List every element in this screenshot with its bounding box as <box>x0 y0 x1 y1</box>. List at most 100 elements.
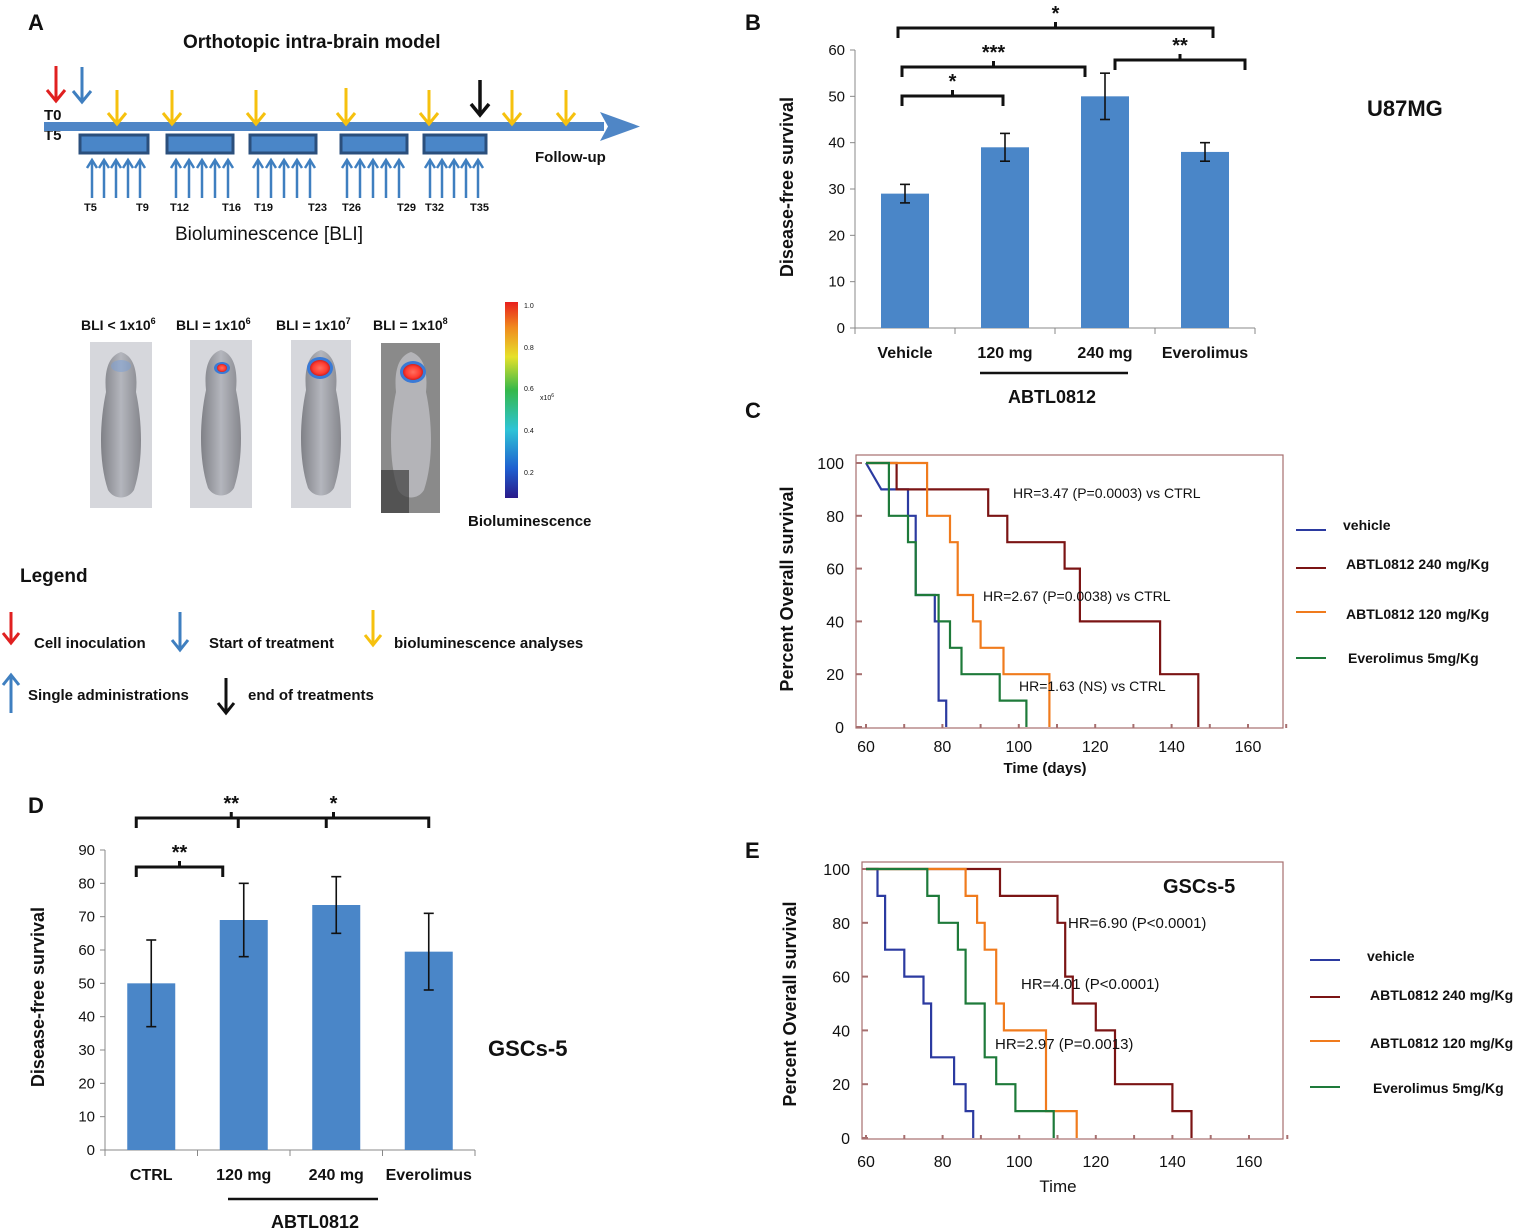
y-tick-label: 0 <box>87 1142 95 1159</box>
ylabel-d: Disease-free survival <box>28 907 48 1087</box>
survival-curve-abtl240 <box>866 867 1193 1138</box>
y-tick-label: 100 <box>817 456 844 473</box>
x-tick-label: 60 <box>857 739 875 756</box>
top-arrows <box>45 66 577 127</box>
admin-arrow-head <box>277 157 291 169</box>
category-label: CTRL <box>130 1167 173 1184</box>
survival-curve-vehicle <box>866 867 975 1138</box>
significance-stars: ** <box>223 793 239 815</box>
x-tick-label: 100 <box>1006 1154 1033 1171</box>
day-label: T12 <box>170 202 189 214</box>
panel-a-title: Orthotopic intra-brain model <box>183 32 441 53</box>
admin-arrow-head <box>264 157 278 169</box>
y-tick-label: 20 <box>826 667 844 684</box>
legend-label: vehicle <box>1367 948 1415 964</box>
x-tick-label: 120 <box>1082 739 1109 756</box>
treatment-block <box>248 133 318 155</box>
admin-arrow-head <box>195 157 209 169</box>
panel-c-letter: C <box>745 398 761 423</box>
survival-curve-abtl120 <box>866 461 1051 727</box>
category-label: 120 mg <box>216 1167 271 1184</box>
y-tick-label: 100 <box>823 862 850 879</box>
group-label-b: ABTL0812 <box>1008 387 1096 407</box>
treatment-blocks <box>78 133 488 155</box>
treatment-block <box>339 133 409 155</box>
significance-stars: * <box>949 71 957 93</box>
legend-label: vehicle <box>1343 517 1391 533</box>
colorbar-tick: 0.6 <box>524 386 534 393</box>
category-label: Everolimus <box>1162 345 1248 362</box>
admin-arrow-head <box>459 157 473 169</box>
day-label: T9 <box>136 202 149 214</box>
treatment-block <box>165 133 235 155</box>
x-tick-label: 160 <box>1235 739 1262 756</box>
red-arrow-icon <box>1 612 21 646</box>
y-tick-label: 50 <box>828 88 845 105</box>
legend-label: ABTL0812 240 mg/Kg <box>1346 556 1489 572</box>
t5-start-label: T5 <box>44 127 62 144</box>
y-tick-label: 0 <box>837 320 845 337</box>
mouse-image-2 <box>190 340 252 508</box>
x-tick-label: 140 <box>1158 739 1185 756</box>
admin-arrow-head <box>251 157 265 169</box>
survival-curve-everolimus <box>866 867 1055 1138</box>
ylabel-c: Percent Overall survival <box>777 486 797 691</box>
legend-label: ABTL0812 120 mg/Kg <box>1346 606 1489 622</box>
bli-level-label: BLI < 1x106 <box>81 316 156 333</box>
significance-stars: * <box>1052 3 1060 25</box>
km-chart-e: 0 20 40 60 80 100 60 80 100 120 140 160 <box>823 861 1289 1171</box>
admin-arrow-head <box>109 157 123 169</box>
mouse-image-3 <box>291 340 351 508</box>
administration-arrows <box>85 157 485 198</box>
hr-annotation-c: HR=3.47 (P=0.0003) vs CTRL <box>1013 485 1201 501</box>
title-e: GSCs-5 <box>1163 876 1235 898</box>
admin-arrow-head <box>133 157 147 169</box>
colorbar-tick: 0.4 <box>524 428 534 435</box>
hr-annotation-c: HR=2.67 (P=0.0038) vs CTRL <box>983 588 1171 604</box>
day-label: T35 <box>470 202 489 214</box>
y-tick-label: 0 <box>835 720 844 737</box>
hr-annotation-e: HR=2.97 (P=0.0013) <box>995 1036 1133 1053</box>
blue-arrow-icon <box>170 612 190 653</box>
category-label: 240 mg <box>1077 345 1132 362</box>
treatment-block <box>422 133 488 155</box>
bli-levels: BLI < 1x106 BLI = 1x106 BLI = 1x107 BLI … <box>81 316 448 333</box>
admin-arrow-head <box>208 157 222 169</box>
cell-line-b: U87MG <box>1367 96 1443 121</box>
legend-end-treatment: end of treatments <box>248 687 374 704</box>
y-tick-label: 60 <box>78 942 95 959</box>
bli-caption: Bioluminescence [BLI] <box>175 224 363 245</box>
y-tick-label: 0 <box>841 1131 850 1148</box>
significance-bracket <box>900 65 1087 77</box>
panel-c: C 0 20 40 60 80 100 60 80 100 120 140 160 Percent O… <box>745 398 1489 777</box>
panel-d-letter: D <box>28 793 44 818</box>
yellow-arrow-icons <box>106 88 577 127</box>
admin-arrow-head <box>392 157 406 169</box>
significance-stars: * <box>330 793 338 815</box>
day-label: T5 <box>84 202 97 214</box>
colorbar-tick: 0.2 <box>524 470 534 477</box>
x-tick-label: 80 <box>934 739 952 756</box>
panel-b-letter: B <box>745 10 761 35</box>
group-label-d: ABTL0812 <box>271 1212 359 1231</box>
legend-label: Everolimus 5mg/Kg <box>1348 650 1479 666</box>
x-tick-label: 160 <box>1236 1154 1263 1171</box>
y-tick-label: 40 <box>828 135 845 152</box>
x-tick-label: 120 <box>1082 1154 1109 1171</box>
legend-single-admin: Single administrations <box>28 687 189 704</box>
y-tick-label: 80 <box>832 916 850 933</box>
panel-d: D 0 10 20 30 40 50 60 70 80 90 CTRL 120 mg 240 mg Eve… <box>28 793 567 1231</box>
admin-arrow-head <box>366 157 380 169</box>
day-label: T19 <box>254 202 273 214</box>
colorbar-label: Bioluminescence <box>468 513 591 530</box>
y-tick-label: 60 <box>828 42 845 59</box>
yellow-arrow-icon <box>363 610 383 648</box>
t0-label: T0 <box>44 107 62 124</box>
y-tick-label: 30 <box>78 1042 95 1059</box>
legend-label: Everolimus 5mg/Kg <box>1373 1080 1504 1096</box>
y-tick-label: 40 <box>78 1009 95 1026</box>
bar-everolimus <box>1181 151 1229 328</box>
colorbar-unit: x106 <box>540 393 554 402</box>
timeline-bar <box>44 122 604 131</box>
y-tick-label: 40 <box>832 1023 850 1040</box>
